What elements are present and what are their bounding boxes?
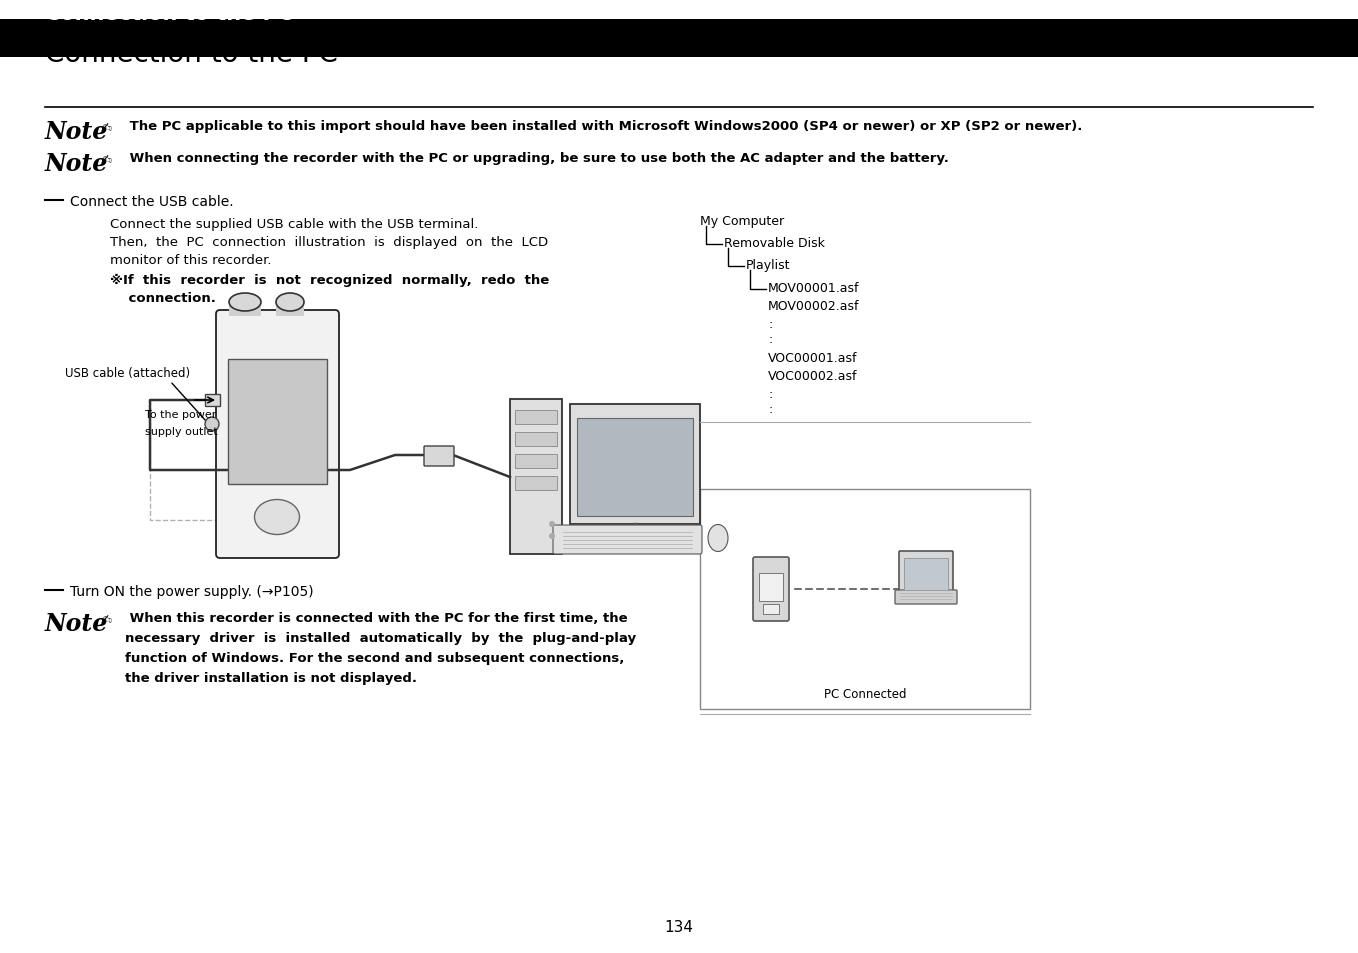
FancyBboxPatch shape [424, 447, 454, 467]
Ellipse shape [708, 525, 728, 552]
Text: necessary  driver  is  installed  automatically  by  the  plug-and-play: necessary driver is installed automatica… [125, 631, 636, 644]
Text: Connection to the PC: Connection to the PC [45, 40, 338, 68]
Ellipse shape [254, 500, 300, 535]
Text: Connection to the PC: Connection to the PC [45, 4, 293, 24]
Text: :: : [769, 388, 773, 400]
Bar [515, 433, 557, 447]
Text: When this recorder is connected with the PC for the first time, the: When this recorder is connected with the… [125, 612, 627, 624]
Text: Turn ON the power supply. (→P105): Turn ON the power supply. (→P105) [71, 584, 314, 598]
Bar [699, 490, 1029, 709]
Bar [570, 405, 699, 524]
Text: When connecting the recorder with the PC or upgrading, be sure to use both the A: When connecting the recorder with the PC… [125, 152, 949, 165]
Text: ✍: ✍ [100, 614, 111, 626]
Text: Then,  the  PC  connection  illustration  is  displayed  on  the  LCD: Then, the PC connection illustration is … [110, 235, 549, 249]
Text: USB cable (attached): USB cable (attached) [65, 367, 190, 379]
Text: VOC00001.asf: VOC00001.asf [769, 352, 857, 365]
Text: Connect the USB cable.: Connect the USB cable. [71, 194, 234, 209]
Bar [276, 303, 304, 316]
Text: the driver installation is not displayed.: the driver installation is not displayed… [125, 671, 417, 684]
FancyBboxPatch shape [895, 590, 957, 604]
Text: Note: Note [45, 120, 109, 144]
FancyBboxPatch shape [752, 558, 789, 621]
FancyBboxPatch shape [553, 525, 702, 555]
Bar [577, 418, 693, 517]
Text: :: : [769, 333, 773, 346]
Text: :: : [769, 402, 773, 416]
Text: monitor of this recorder.: monitor of this recorder. [110, 253, 272, 267]
Circle shape [549, 534, 555, 539]
Text: :: : [769, 317, 773, 331]
Text: Note: Note [45, 152, 109, 175]
Text: MOV00002.asf: MOV00002.asf [769, 299, 860, 313]
Bar [515, 455, 557, 469]
Text: Removable Disk: Removable Disk [724, 236, 824, 250]
Circle shape [205, 417, 219, 432]
Bar [230, 303, 261, 316]
Bar [904, 558, 948, 590]
FancyBboxPatch shape [899, 552, 953, 596]
Bar [515, 411, 557, 424]
Text: ✍: ✍ [100, 122, 111, 135]
FancyBboxPatch shape [216, 311, 340, 558]
Text: My Computer: My Computer [699, 214, 784, 228]
Text: The PC applicable to this import should have been installed with Microsoft Windo: The PC applicable to this import should … [125, 120, 1082, 132]
Ellipse shape [230, 294, 261, 312]
Bar [228, 359, 327, 484]
Bar [763, 604, 779, 615]
Text: ✍: ✍ [100, 153, 111, 167]
Text: To the power: To the power [145, 410, 216, 419]
Text: 134: 134 [664, 919, 694, 934]
Bar [759, 574, 784, 601]
Bar [205, 395, 220, 407]
Text: supply outlet: supply outlet [145, 427, 217, 436]
Text: Note: Note [45, 612, 109, 636]
Text: connection.: connection. [110, 292, 216, 305]
Text: Connect the supplied USB cable with the USB terminal.: Connect the supplied USB cable with the … [110, 218, 478, 231]
Text: Playlist: Playlist [746, 258, 790, 272]
Ellipse shape [276, 294, 304, 312]
Bar [511, 399, 562, 555]
Text: ※If  this  recorder  is  not  recognized  normally,  redo  the: ※If this recorder is not recognized norm… [110, 274, 549, 287]
Text: PC Connected: PC Connected [824, 687, 906, 700]
Circle shape [549, 521, 555, 527]
Text: MOV00001.asf: MOV00001.asf [769, 282, 860, 294]
Text: VOC00002.asf: VOC00002.asf [769, 370, 857, 382]
Text: function of Windows. For the second and subsequent connections,: function of Windows. For the second and … [125, 651, 625, 664]
Bar [0, 20, 1358, 58]
Bar [515, 476, 557, 491]
